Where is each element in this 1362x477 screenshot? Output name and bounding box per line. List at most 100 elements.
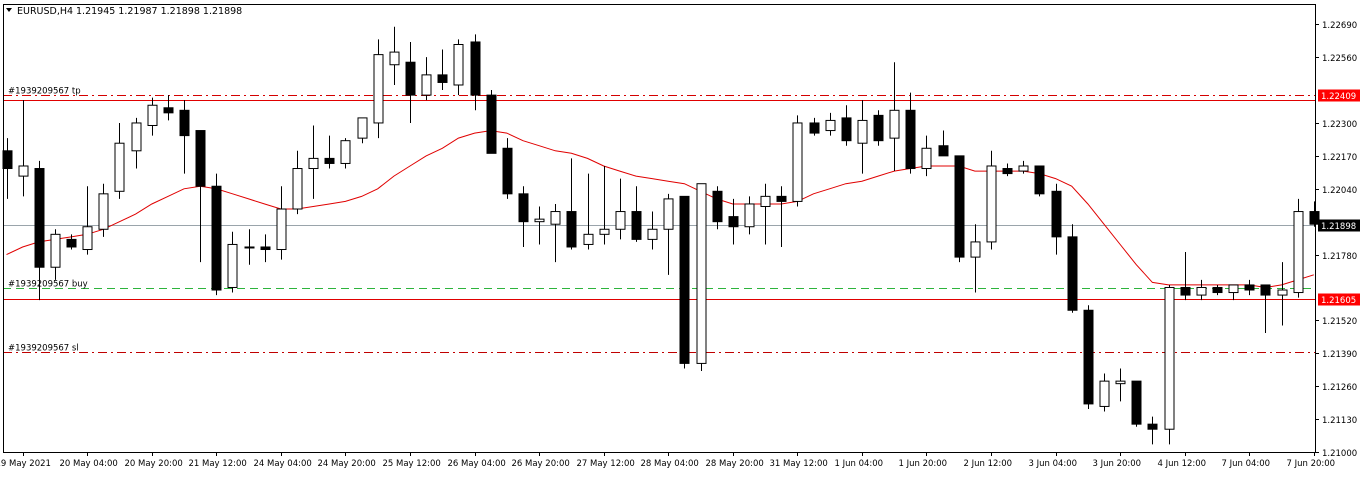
candle-45[interactable] (728, 198, 739, 245)
candle-23[interactable] (373, 39, 384, 139)
candle-72[interactable] (1164, 284, 1175, 445)
time-tick-label: 3 Jun 04:00 (1029, 459, 1078, 469)
candle-47[interactable] (760, 183, 771, 245)
candle-32[interactable] (518, 186, 529, 247)
candle-body-bear (679, 195, 690, 364)
candle-15[interactable] (244, 229, 255, 265)
candle-17[interactable] (276, 186, 287, 260)
candle-25[interactable] (405, 41, 416, 123)
candle-43[interactable] (696, 183, 707, 372)
candle-8[interactable] (131, 117, 142, 169)
candle-12[interactable] (195, 130, 206, 263)
candle-61[interactable] (986, 150, 997, 250)
candle-36[interactable] (583, 173, 594, 250)
candle-79[interactable] (1277, 262, 1288, 326)
dropdown-triangle-icon[interactable] (6, 8, 12, 12)
candle-58[interactable] (938, 130, 949, 157)
candle-56[interactable] (905, 92, 916, 174)
candle-62[interactable] (1002, 163, 1013, 177)
candle-7[interactable] (114, 122, 125, 199)
candle-body-bull (453, 43, 464, 86)
candle-21[interactable] (340, 138, 351, 169)
candle-53[interactable] (857, 100, 868, 174)
candle-49[interactable] (792, 115, 803, 207)
candle-68[interactable] (1099, 373, 1110, 412)
candle-body-bear (1309, 211, 1320, 225)
candle-54[interactable] (873, 110, 884, 146)
time-tick-label: 4 Jun 12:00 (1158, 459, 1207, 469)
candle-body-bull (663, 198, 674, 230)
candle-body-bull (227, 243, 238, 288)
candle-22[interactable] (357, 117, 368, 144)
candle-6[interactable] (98, 183, 109, 237)
candle-11[interactable] (179, 100, 190, 174)
candle-38[interactable] (615, 178, 626, 240)
candle-55[interactable] (889, 62, 900, 172)
candle-14[interactable] (227, 231, 238, 293)
candle-77[interactable] (1244, 279, 1255, 296)
candle-26[interactable] (421, 57, 432, 101)
candle-35[interactable] (566, 158, 577, 250)
candle-24[interactable] (389, 26, 400, 85)
time-tick-label: 1 Jun 04:00 (835, 459, 884, 469)
candle-20[interactable] (324, 135, 335, 169)
candle-75[interactable] (1212, 284, 1223, 296)
candle-body-bull (647, 228, 658, 240)
candle-13[interactable] (211, 173, 222, 296)
candle-31[interactable] (502, 138, 513, 199)
candle-body-bull (550, 211, 561, 225)
candle-59[interactable] (954, 155, 965, 263)
candle-10[interactable] (163, 95, 174, 121)
candle-66[interactable] (1067, 224, 1078, 313)
candle-30[interactable] (486, 90, 497, 154)
candle-78[interactable] (1260, 284, 1271, 334)
candle-76[interactable] (1228, 284, 1239, 301)
candle-28[interactable] (453, 39, 464, 96)
time-tick-label: 26 May 04:00 (448, 459, 506, 469)
time-tick-label: 28 May 04:00 (641, 459, 699, 469)
candle-9[interactable] (147, 97, 158, 136)
candle-70[interactable] (1131, 380, 1142, 427)
candle-27[interactable] (437, 49, 448, 91)
candle-57[interactable] (921, 135, 932, 177)
candle-33[interactable] (534, 206, 545, 245)
candle-44[interactable] (712, 186, 723, 230)
candle-74[interactable] (1196, 279, 1207, 301)
candle-71[interactable] (1147, 416, 1158, 445)
candle-42[interactable] (679, 195, 690, 369)
candle-3[interactable] (50, 229, 61, 280)
candle-4[interactable] (66, 234, 77, 250)
candle-18[interactable] (292, 150, 303, 215)
price-tick-label: 1.21390 (1322, 350, 1357, 360)
candle-67[interactable] (1083, 305, 1094, 409)
candle-29[interactable] (470, 34, 481, 111)
candle-body-bear (954, 155, 965, 258)
candle-2[interactable] (34, 160, 45, 301)
candle-40[interactable] (647, 211, 658, 250)
candle-39[interactable] (631, 186, 642, 242)
candle-37[interactable] (599, 165, 610, 245)
candle-1[interactable] (18, 100, 29, 197)
candle-16[interactable] (260, 234, 271, 263)
candle-51[interactable] (825, 112, 836, 136)
candle-46[interactable] (744, 196, 755, 235)
price-tick-label: 1.21260 (1322, 383, 1357, 393)
candle-80[interactable] (1293, 198, 1304, 298)
candle-63[interactable] (1018, 160, 1029, 174)
candle-41[interactable] (663, 193, 674, 275)
candle-65[interactable] (1051, 183, 1062, 255)
candle-73[interactable] (1180, 252, 1191, 301)
candle-34[interactable] (550, 203, 561, 263)
candle-19[interactable] (308, 125, 319, 199)
candle-60[interactable] (970, 224, 981, 293)
candle-69[interactable] (1115, 368, 1126, 402)
candle-48[interactable] (776, 186, 787, 247)
candle-body-bull (131, 122, 142, 152)
candle-52[interactable] (841, 105, 852, 146)
candle-81[interactable] (1309, 201, 1320, 227)
candle-50[interactable] (809, 117, 820, 136)
candle-5[interactable] (82, 186, 93, 255)
candle-64[interactable] (1034, 165, 1045, 197)
